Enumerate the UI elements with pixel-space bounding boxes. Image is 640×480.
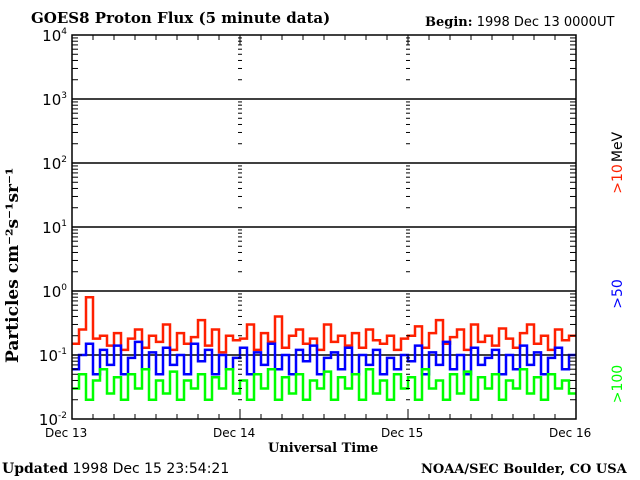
updated-time: Updated 1998 Dec 15 23:54:21 [2, 461, 229, 477]
x-axis-label: Universal Time [268, 441, 379, 456]
series-line-gt50 [72, 340, 576, 376]
chart-title: GOES8 Proton Flux (5 minute data) [31, 9, 331, 27]
x-tick-label: Dec 15 [381, 426, 424, 440]
begin-value: 1998 Dec 13 0000UT [476, 15, 615, 30]
series-line-gt100 [72, 367, 576, 401]
updated-value: 1998 Dec 15 23:54:21 [72, 461, 230, 477]
y-tick-label: 102 [42, 155, 67, 173]
y-tick-label: 104 [42, 27, 67, 45]
x-tick-label: Dec 13 [45, 426, 88, 440]
y-tick-label: 100 [42, 283, 67, 301]
y-tick-label: 103 [42, 91, 67, 109]
updated-label: Updated [2, 461, 69, 477]
credit: NOAA/SEC Boulder, CO USA [421, 462, 627, 477]
energy-unit-label: MeV [610, 131, 626, 163]
y-tick-label: 10-1 [39, 347, 67, 365]
legend-label-gt50: >50 [610, 279, 626, 309]
x-tick-label: Dec 14 [213, 426, 256, 440]
legend-label-gt100: >100 [610, 364, 626, 404]
x-tick-label: Dec 16 [549, 426, 592, 440]
begin-time: Begin: 1998 Dec 13 0000UT [425, 15, 614, 30]
y-tick-label: 101 [42, 219, 67, 237]
y-tick-label: 10-2 [39, 411, 67, 429]
begin-label: Begin: [425, 15, 473, 30]
series-line-gt10 [72, 295, 576, 354]
